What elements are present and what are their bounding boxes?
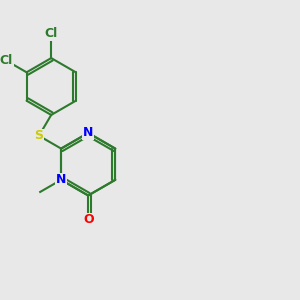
Text: N: N	[83, 126, 93, 140]
Text: Cl: Cl	[0, 54, 12, 67]
Text: S: S	[34, 129, 43, 142]
Text: N: N	[56, 173, 66, 186]
Text: O: O	[83, 213, 94, 226]
Text: Cl: Cl	[45, 27, 58, 40]
